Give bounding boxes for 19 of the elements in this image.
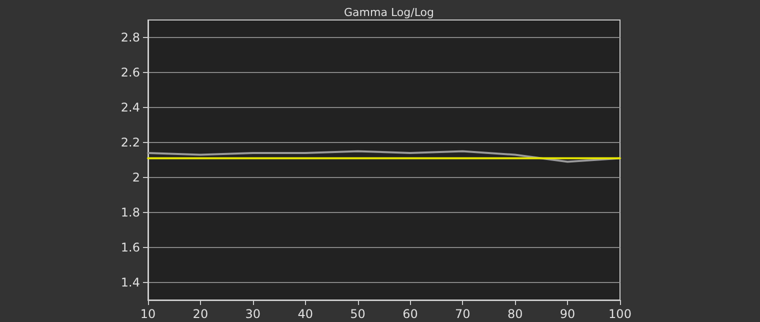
y-tick-label: 2 (132, 170, 140, 184)
x-tick-label: 40 (298, 307, 313, 321)
x-tick-label: 80 (507, 307, 523, 321)
chart-title: Gamma Log/Log (344, 6, 434, 19)
x-tick-label: 100 (608, 307, 632, 321)
x-tick-label: 60 (402, 307, 418, 321)
y-tick-label: 1.6 (120, 240, 140, 254)
x-tick-label: 30 (245, 307, 261, 321)
y-tick-label: 2.2 (120, 136, 140, 150)
y-tick-label: 2.4 (120, 100, 140, 114)
x-tick-label: 90 (560, 307, 576, 321)
x-tick-label: 70 (455, 307, 470, 321)
x-tick-label: 20 (192, 307, 208, 321)
y-tick-label: 1.8 (120, 206, 140, 220)
y-tick-label: 2.8 (120, 30, 140, 44)
x-tick-label: 10 (140, 307, 156, 321)
y-tick-label: 1.4 (120, 276, 140, 290)
x-tick-label: 50 (350, 307, 366, 321)
y-tick-label: 2.6 (120, 66, 140, 80)
